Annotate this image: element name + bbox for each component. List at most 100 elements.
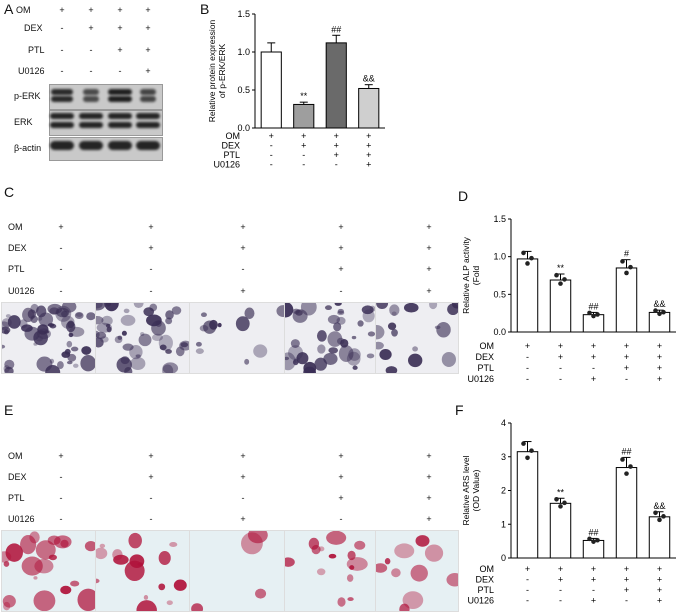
micrograph-image [1,302,96,374]
condition-sign: - [59,286,63,296]
condition-label: OM [16,5,31,15]
micrograph-stain [285,303,375,373]
data-point [653,308,658,313]
panel-letter-b: B [200,1,210,17]
micrograph-image [375,530,459,612]
condition-sign: + [240,514,246,524]
condition-sign: + [657,341,662,351]
significance-label: && [653,501,665,511]
condition-sign: - [339,286,343,296]
micrograph-image [189,530,285,612]
condition-sign: + [426,514,432,524]
condition-sign: - [59,472,63,482]
micrograph-image [284,530,376,612]
condition-label: U0126 [18,66,45,76]
blot-label: β-actin [14,143,42,153]
significance-label: ## [588,527,598,537]
micrograph-stain [96,532,187,611]
data-point [521,441,526,446]
condition-sign: + [334,131,339,141]
y-tick-label: 1.5 [493,214,506,224]
condition-sign: + [240,222,246,232]
data-point [529,255,534,261]
blot-band [136,122,160,128]
condition-sign: + [338,222,344,232]
data-point [628,264,633,270]
condition-sign: + [58,451,64,461]
significance-label: ** [557,263,565,273]
condition-sign: + [366,141,371,151]
y-tick-label: 0.5 [493,289,506,299]
condition-sign: - [302,160,305,170]
condition-sign: + [240,286,246,296]
significance-label: && [653,299,665,309]
data-point [529,448,534,453]
micrograph-image [375,302,459,374]
data-point [558,281,563,286]
bar [293,103,315,129]
condition-label: DEX [475,352,494,362]
y-tick-label: 0 [501,553,506,563]
condition-sign: + [88,23,94,33]
data-point [620,457,625,462]
condition-sign: + [338,264,344,274]
condition-sign: + [145,23,151,33]
blot-band [136,113,160,119]
micrograph-stain [376,535,458,611]
condition-sign: - [149,493,153,503]
condition-sign: + [148,472,154,482]
condition-sign: + [301,131,306,141]
condition-sign: - [59,514,63,524]
condition-sign: + [426,493,432,503]
blot-band [83,96,99,102]
data-point [525,261,530,266]
blot-label: p-ERK [14,91,41,101]
blot-band [50,122,74,128]
data-point [562,277,567,282]
chart-b: 0.0 0.5 1.0 1.5 Relative protein expressiono… [207,9,385,170]
condition-sign: + [148,451,154,461]
chart-d: 0.0 0.5 1.0 1.5 Relative ALP activity(Fold **… [461,214,676,384]
condition-sign: + [366,160,371,170]
condition-sign: - [592,363,595,373]
condition-sign: + [525,341,530,351]
condition-sign: + [426,243,432,253]
condition-label: OM [226,131,241,141]
condition-sign: + [624,575,629,585]
y-tick-label: 3 [501,452,506,462]
significance-label: # [624,249,629,259]
micrograph-image [189,302,285,374]
condition-sign: + [426,264,432,274]
blot-band [139,89,157,95]
bar [516,451,539,559]
data-point [624,270,629,276]
condition-sign: - [559,374,562,384]
condition-sign: - [89,66,93,76]
data-point [587,536,592,542]
condition-sign: - [270,150,273,160]
blot-band [79,122,103,128]
condition-label: OM [480,564,495,574]
condition-sign: + [558,575,563,585]
micrograph-stain [195,305,284,365]
micrograph-stain [376,303,458,373]
condition-sign: - [302,150,305,160]
condition-sign: + [334,141,339,151]
condition-sign: + [117,5,123,15]
blot-band [108,113,132,119]
data-point [628,464,633,469]
y-axis-label: Relative ALP activity(Fold [461,236,481,314]
condition-label: U0126 [8,514,35,524]
condition-label: DEX [8,472,27,482]
condition-sign: + [148,243,154,253]
condition-label: DEX [24,23,43,33]
y-axis-label: Relative protein expressionof p-ERK/ERK [207,19,227,122]
data-point [591,313,596,319]
condition-sign: - [241,493,245,503]
condition-sign: + [117,45,123,55]
blot-band [50,96,74,102]
condition-sign: + [591,575,596,585]
condition-sign: + [366,131,371,141]
panel-letter-d: D [458,188,469,204]
condition-sign: + [88,5,94,15]
